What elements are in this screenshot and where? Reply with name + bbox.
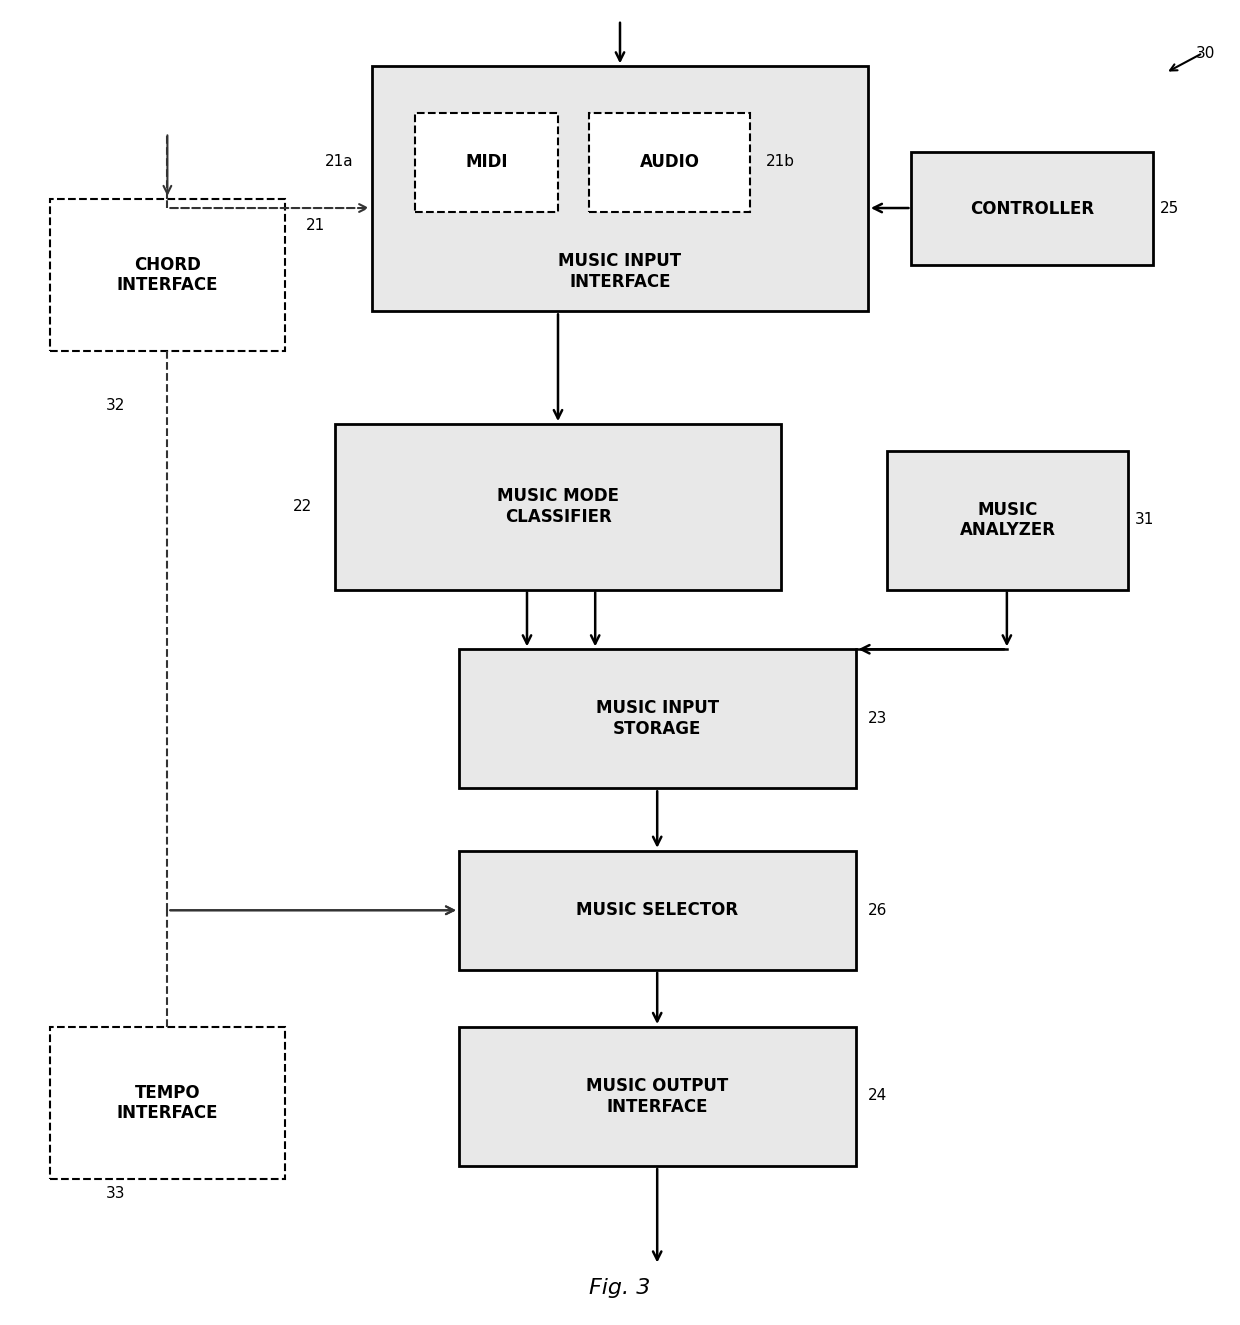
- Text: 33: 33: [105, 1186, 125, 1200]
- Text: MUSIC
ANALYZER: MUSIC ANALYZER: [960, 501, 1055, 539]
- FancyBboxPatch shape: [50, 199, 285, 351]
- Text: CHORD
INTERFACE: CHORD INTERFACE: [117, 256, 218, 294]
- FancyBboxPatch shape: [911, 152, 1153, 265]
- Text: 32: 32: [105, 398, 125, 412]
- FancyBboxPatch shape: [887, 451, 1128, 590]
- Text: Fig. 3: Fig. 3: [589, 1279, 651, 1298]
- Text: 26: 26: [868, 902, 888, 918]
- FancyBboxPatch shape: [372, 66, 868, 311]
- Text: 23: 23: [868, 710, 888, 726]
- FancyBboxPatch shape: [459, 1027, 856, 1166]
- FancyBboxPatch shape: [589, 113, 750, 212]
- Text: CONTROLLER: CONTROLLER: [970, 200, 1095, 217]
- Text: 25: 25: [1159, 200, 1179, 216]
- Text: 30: 30: [1195, 45, 1215, 61]
- Text: AUDIO: AUDIO: [640, 154, 699, 171]
- Text: MUSIC INPUT
INTERFACE: MUSIC INPUT INTERFACE: [558, 252, 682, 292]
- Text: 21b: 21b: [766, 154, 795, 170]
- Text: 21: 21: [305, 217, 325, 233]
- Text: MUSIC SELECTOR: MUSIC SELECTOR: [577, 901, 738, 920]
- Text: MUSIC INPUT
STORAGE: MUSIC INPUT STORAGE: [595, 700, 719, 738]
- Text: 31: 31: [1135, 511, 1154, 527]
- Text: TEMPO
INTERFACE: TEMPO INTERFACE: [117, 1084, 218, 1122]
- Text: 22: 22: [293, 498, 312, 514]
- FancyBboxPatch shape: [335, 424, 781, 590]
- Text: 24: 24: [868, 1088, 888, 1104]
- Text: 21a: 21a: [325, 154, 353, 170]
- FancyBboxPatch shape: [415, 113, 558, 212]
- FancyBboxPatch shape: [459, 851, 856, 970]
- Text: MUSIC MODE
CLASSIFIER: MUSIC MODE CLASSIFIER: [497, 488, 619, 526]
- Text: MIDI: MIDI: [465, 154, 508, 171]
- FancyBboxPatch shape: [50, 1027, 285, 1179]
- Text: MUSIC OUTPUT
INTERFACE: MUSIC OUTPUT INTERFACE: [587, 1077, 728, 1116]
- FancyBboxPatch shape: [459, 649, 856, 788]
